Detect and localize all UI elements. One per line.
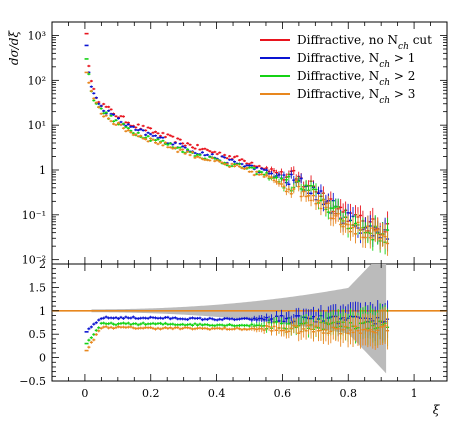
ratio-series-3 [84,306,390,352]
series-3 [84,71,390,256]
x-tick-label: 0.8 [340,387,358,400]
legend-text: Diffractive, no N [297,33,398,47]
legend-subscript: ch [379,78,390,88]
x-tick-label: 0.6 [274,387,292,400]
ratio-y-tick-label: 1.5 [29,281,47,294]
main-panel: 10⁻² 10⁻¹ 1 10¹ 10² 10³ [22,21,448,267]
legend-subscript: ch [398,42,409,52]
y-tick-label: 10⁻¹ [22,209,46,222]
ratio-y-tick-label: 0 [39,352,46,365]
x-axis-label: ξ [433,403,441,417]
x-tick-label: 0 [81,387,88,400]
x-tick-label: 1 [411,387,418,400]
y-tick-label: 10⁻² [22,254,46,267]
y-axis-label: dσ/dξ [7,30,21,66]
legend-text: Diffractive, N [297,69,379,83]
ratio-panel: −0.5 0 0.5 1 1.5 2 0 0.2 0.4 0.6 0.8 1 [19,258,448,400]
legend-entry: Diffractive, Nch > 3 [297,87,415,106]
legend-entry: Diffractive, no Nch cut [297,33,432,52]
legend-suffix: > 1 [390,51,415,65]
legend-entry: Diffractive, Nch > 2 [297,69,415,88]
y-tick-label: 1 [39,164,46,177]
x-tick-label: 0.2 [142,387,160,400]
legend-text: Diffractive, N [297,87,379,101]
y-tick-label: 10³ [28,29,46,42]
ratio-y-tick-label: 2 [39,258,46,271]
ratio-y-tick-label: 1 [39,305,46,318]
legend-text: Diffractive, N [297,51,379,65]
legend-suffix: > 3 [390,87,415,101]
legend-entry: Diffractive, Nch > 1 [297,51,415,70]
legend-suffix: cut [409,33,432,47]
legend-subscript: ch [379,96,390,106]
ratio-y-tick-label: −0.5 [19,375,46,388]
x-tick-label: 0.4 [208,387,226,400]
ratio-y-tick-label: 0.5 [29,328,47,341]
legend-suffix: > 2 [390,69,415,83]
y-tick-label: 10² [28,74,46,87]
y-tick-label: 10¹ [28,119,46,132]
legend-subscript: ch [379,60,390,70]
